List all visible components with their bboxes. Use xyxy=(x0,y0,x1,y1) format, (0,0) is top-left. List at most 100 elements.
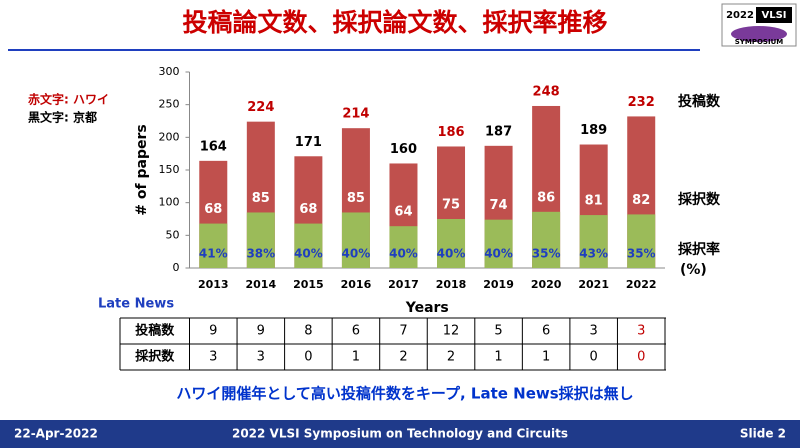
rate-label: 41% xyxy=(199,247,228,261)
total-label: 160 xyxy=(390,142,417,157)
accepted-bar xyxy=(579,215,608,268)
table-cell: 6 xyxy=(352,324,360,339)
table-cell: 9 xyxy=(209,324,217,339)
rate-label: 38% xyxy=(246,247,275,261)
x-tick-label: 2013 xyxy=(198,278,229,291)
table-cell: 0 xyxy=(304,350,312,365)
message: ハワイ開催年として高い投稿件数をキープ, Late News採択は無し xyxy=(176,385,633,403)
table-cell: 0 xyxy=(590,350,598,365)
y-axis-label: # of papers xyxy=(134,124,150,215)
table-cell: 0 xyxy=(637,350,645,365)
y-tick-label: 50 xyxy=(166,228,180,241)
total-label: 189 xyxy=(580,123,607,138)
logo-badge xyxy=(756,7,792,23)
series-unit: (%) xyxy=(680,262,707,278)
accepted-bar xyxy=(484,219,513,268)
y-tick-label: 200 xyxy=(159,130,180,143)
series-name: 採択数 xyxy=(678,191,721,208)
accepted-label: 85 xyxy=(347,191,365,206)
accepted-label: 64 xyxy=(394,205,412,220)
x-tick-label: 2020 xyxy=(531,278,562,291)
footer-bar xyxy=(0,420,800,448)
series-name: 採択率 xyxy=(678,241,720,258)
logo-year: 2022 xyxy=(726,10,754,21)
slide-title: 投稿論文数、採択論文数、採択率推移 xyxy=(182,8,607,37)
accepted-bar xyxy=(199,223,228,268)
table-cell: 9 xyxy=(257,324,265,339)
accepted-label: 74 xyxy=(490,198,508,213)
total-label: 164 xyxy=(200,139,227,154)
x-tick-label: 2022 xyxy=(626,278,657,291)
accepted-label: 86 xyxy=(537,190,555,205)
table-cell: 1 xyxy=(352,350,360,365)
table-cell: 1 xyxy=(494,350,502,365)
rate-label: 35% xyxy=(532,247,561,261)
footer-event: 2022 VLSI Symposium on Technology and Ci… xyxy=(232,427,568,441)
table-cell: 3 xyxy=(590,324,598,339)
series-name: 投稿数 xyxy=(678,93,721,110)
accepted-label: 75 xyxy=(442,198,460,213)
total-label: 187 xyxy=(485,124,512,139)
x-tick-label: 2018 xyxy=(436,278,467,291)
table-cell: 3 xyxy=(257,350,265,365)
table-cell: 7 xyxy=(399,324,407,339)
table-cell: 5 xyxy=(494,324,502,339)
table-cell: 2 xyxy=(399,350,407,365)
total-label: 171 xyxy=(295,135,322,150)
accepted-bar xyxy=(389,226,418,268)
row-label: 投稿数 xyxy=(135,323,175,339)
footer-slide: Slide 2 xyxy=(740,427,786,441)
rate-label: 40% xyxy=(342,247,371,261)
accepted-bar xyxy=(246,212,275,268)
table-cell: 1 xyxy=(542,350,550,365)
total-label: 248 xyxy=(533,84,560,99)
accepted-bar xyxy=(532,211,561,268)
accepted-bar xyxy=(341,212,370,268)
accepted-label: 81 xyxy=(585,194,603,209)
table-cell: 8 xyxy=(304,324,312,339)
y-tick-label: 250 xyxy=(159,98,180,111)
rate-label: 40% xyxy=(437,247,466,261)
table-cell: 3 xyxy=(637,324,645,339)
x-tick-label: 2021 xyxy=(578,278,609,291)
accepted-bar xyxy=(294,223,323,268)
accepted-label: 82 xyxy=(632,193,650,208)
table-cell: 2 xyxy=(447,350,455,365)
rate-label: 40% xyxy=(389,247,418,261)
y-tick-label: 150 xyxy=(159,163,180,176)
logo-wafer xyxy=(731,26,787,42)
logo-sub: SYMPOSIUM xyxy=(735,38,783,46)
total-label: 214 xyxy=(342,107,369,122)
y-tick-label: 100 xyxy=(159,196,180,209)
x-tick-label: 2016 xyxy=(341,278,372,291)
x-tick-label: 2019 xyxy=(483,278,514,291)
x-axis-label: Years xyxy=(405,300,449,316)
accepted-label: 68 xyxy=(299,202,317,217)
table-cell: 6 xyxy=(542,324,550,339)
table-cell: 12 xyxy=(443,324,460,339)
accepted-label: 85 xyxy=(252,191,270,206)
legend-note: 赤文字: ハワイ xyxy=(28,92,109,107)
x-tick-label: 2015 xyxy=(293,278,324,291)
legend-note: 黒文字: 京都 xyxy=(28,110,97,125)
row-label: 採択数 xyxy=(135,349,175,365)
y-tick-label: 300 xyxy=(159,65,180,78)
total-label: 224 xyxy=(247,100,274,115)
accepted-bar xyxy=(627,214,656,268)
accepted-label: 68 xyxy=(204,202,222,217)
footer-date: 22-Apr-2022 xyxy=(14,427,98,441)
table-cell: 3 xyxy=(209,350,217,365)
total-label: 232 xyxy=(628,95,655,110)
rate-label: 40% xyxy=(294,247,323,261)
rate-label: 35% xyxy=(627,247,656,261)
logo-name: VLSI xyxy=(761,10,786,21)
rate-label: 40% xyxy=(484,247,513,261)
y-tick-label: 0 xyxy=(173,261,180,274)
rate-label: 43% xyxy=(579,247,608,261)
x-tick-label: 2017 xyxy=(388,278,419,291)
x-tick-label: 2014 xyxy=(246,278,277,291)
total-label: 186 xyxy=(437,125,464,140)
accepted-bar xyxy=(437,219,466,268)
table-title: Late News xyxy=(98,297,174,312)
